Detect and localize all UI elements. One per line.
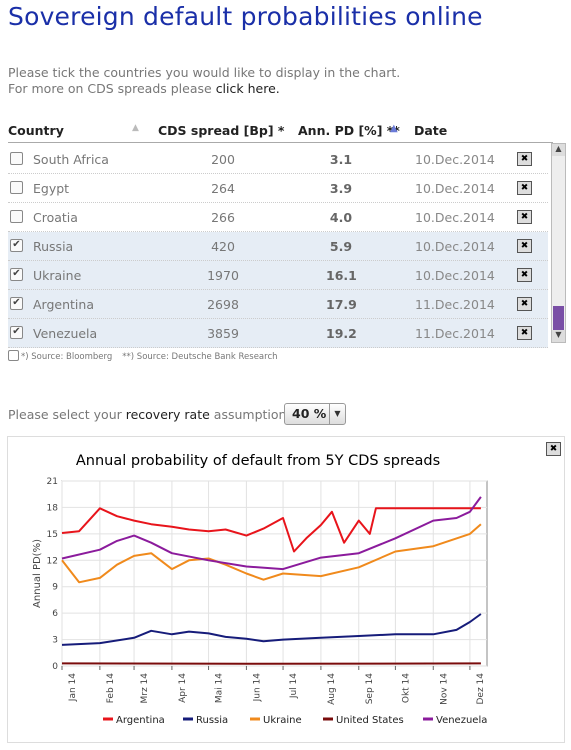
table-row[interactable]: Egypt 264 3.9 10.Dec.2014 ✖ [8, 174, 548, 203]
recovery-rate-prompt: Please select your recovery rate assumpt… [8, 407, 291, 422]
close-chart-icon[interactable]: ✖ [546, 442, 561, 456]
date-value: 10.Dec.2014 [415, 181, 495, 196]
annual-pd-value: 5.9 [329, 239, 353, 254]
country-name: Ukraine [33, 268, 82, 283]
remove-row-icon[interactable]: ✖ [517, 239, 532, 253]
recovery-rate-value: 40 % [292, 406, 327, 421]
remove-row-icon[interactable]: ✖ [517, 210, 532, 224]
table-footnotes: *) Source: Bloomberg **) Source: Deutsche… [8, 350, 278, 362]
annual-pd-value: 17.9 [326, 297, 357, 312]
country-checkbox[interactable]: ✔ [10, 326, 23, 339]
annual-pd-value: 3.9 [329, 181, 353, 196]
cds-spread-value: 3859 [207, 326, 239, 341]
footer-checkbox[interactable] [8, 350, 19, 361]
table-row[interactable]: Croatia 266 4.0 10.Dec.2014 ✖ [8, 203, 548, 232]
remove-row-icon[interactable]: ✖ [517, 297, 532, 311]
recovery-highlight: recovery rate [125, 407, 210, 422]
intro-line-2: For more on CDS spreads please click her… [8, 81, 400, 97]
sort-ascending-icon[interactable]: ▲ [390, 123, 398, 134]
cds-spread-value: 264 [211, 181, 235, 196]
date-value: 10.Dec.2014 [415, 268, 495, 283]
date-value: 10.Dec.2014 [415, 239, 495, 254]
table-scrollbar[interactable]: ▲ ▼ [551, 143, 566, 343]
annual-pd-value: 19.2 [326, 326, 357, 341]
cds-spread-value: 200 [211, 152, 235, 167]
column-header-cds[interactable]: CDS spread [Bp] * [158, 123, 285, 138]
country-name: Egypt [33, 181, 70, 196]
table-row[interactable]: South Africa 200 3.1 10.Dec.2014 ✖ [8, 145, 548, 174]
cds-spread-value: 2698 [207, 297, 239, 312]
date-value: 10.Dec.2014 [415, 152, 495, 167]
intro-line-1: Please tick the countries you would like… [8, 65, 401, 80]
column-header-pd[interactable]: Ann. PD [%] ** [298, 123, 400, 138]
country-checkbox[interactable] [10, 210, 23, 223]
country-checkbox[interactable] [10, 181, 23, 194]
footnote-deutsche-bank: **) Source: Deutsche Bank Research [122, 352, 278, 362]
country-checkbox[interactable]: ✔ [10, 268, 23, 281]
annual-pd-value: 16.1 [326, 268, 357, 283]
country-table: South Africa 200 3.1 10.Dec.2014 ✖ Egypt 264 3.… [8, 145, 548, 348]
cds-info-link[interactable]: click here. [215, 81, 280, 96]
remove-row-icon[interactable]: ✖ [517, 326, 532, 340]
scrollbar-thumb[interactable] [553, 306, 564, 334]
cds-spread-value: 1970 [207, 268, 239, 283]
cds-spread-value: 420 [211, 239, 235, 254]
country-name: Russia [33, 239, 74, 254]
country-checkbox[interactable]: ✔ [10, 239, 23, 252]
recovery-suffix: assumption: [209, 407, 291, 422]
country-checkbox[interactable]: ✔ [10, 297, 23, 310]
country-name: South Africa [33, 152, 109, 167]
recovery-rate-select[interactable]: 40 % ▼ [284, 403, 346, 425]
remove-row-icon[interactable]: ✖ [517, 152, 532, 166]
footnote-bloomberg: *) Source: Bloomberg [21, 352, 113, 362]
intro-line-2-prefix: For more on CDS spreads please [8, 81, 216, 96]
date-value: 11.Dec.2014 [415, 297, 495, 312]
cds-spread-value: 266 [211, 210, 235, 225]
annual-pd-value: 4.0 [329, 210, 353, 225]
column-header-date[interactable]: Date [414, 123, 448, 138]
remove-row-icon[interactable]: ✖ [517, 181, 532, 195]
table-row[interactable]: ✔ Venezuela 3859 19.2 11.Dec.2014 ✖ [8, 319, 548, 348]
table-row[interactable]: ✔ Ukraine 1970 16.1 10.Dec.2014 ✖ [8, 261, 548, 290]
intro-text: Please tick the countries you would like… [8, 65, 400, 97]
chevron-down-icon[interactable]: ▼ [329, 404, 345, 424]
date-value: 10.Dec.2014 [415, 210, 495, 225]
recovery-prefix: Please select your [8, 407, 126, 422]
remove-row-icon[interactable]: ✖ [517, 268, 532, 282]
column-header-country[interactable]: Country [8, 123, 64, 138]
table-header: Country ▲ CDS spread [Bp] * Ann. PD [%] … [8, 120, 553, 143]
date-value: 11.Dec.2014 [415, 326, 495, 341]
table-row[interactable]: ✔ Russia 420 5.9 10.Dec.2014 ✖ [8, 232, 548, 261]
chart-panel [7, 436, 565, 743]
page-title: Sovereign default probabilities online [8, 2, 483, 31]
annual-pd-value: 3.1 [329, 152, 353, 167]
country-name: Venezuela [33, 326, 98, 341]
country-checkbox[interactable] [10, 152, 23, 165]
sort-arrows-icon[interactable]: ▲ [132, 123, 139, 133]
country-name: Croatia [33, 210, 78, 225]
country-name: Argentina [33, 297, 94, 312]
scroll-down-icon[interactable]: ▼ [552, 330, 565, 342]
table-row[interactable]: ✔ Argentina 2698 17.9 11.Dec.2014 ✖ [8, 290, 548, 319]
scroll-up-icon[interactable]: ▲ [552, 144, 565, 156]
